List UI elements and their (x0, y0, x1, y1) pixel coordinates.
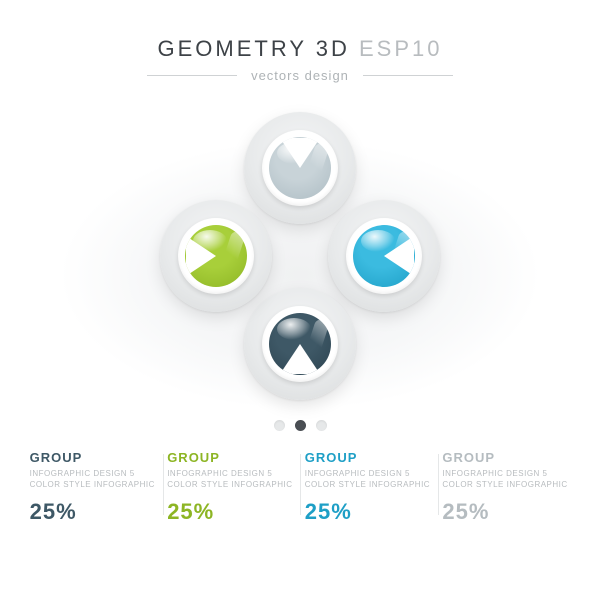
ring (346, 218, 422, 294)
group-title: GROUP (305, 450, 433, 465)
pager-dot[interactable] (274, 420, 285, 431)
orb-top (269, 137, 331, 199)
ring (178, 218, 254, 294)
group-title: GROUP (167, 450, 295, 465)
group-item: GROUP INFOGRAPHIC DESIGN 5 COLOR STYLE I… (167, 450, 295, 525)
disc-bottom (244, 288, 356, 400)
pager-dot[interactable] (316, 420, 327, 431)
orb-left (185, 225, 247, 287)
subtitle-wrap: vectors design (0, 68, 600, 83)
page-title: GEOMETRY 3D ESP10 (0, 36, 600, 62)
ring (262, 306, 338, 382)
divider-line (147, 75, 237, 76)
pager (0, 420, 600, 431)
group-desc: INFOGRAPHIC DESIGN 5 COLOR STYLE INFOGRA… (167, 469, 295, 491)
wedge-icon (384, 236, 414, 276)
wedge-icon (280, 344, 320, 374)
group-value: 25% (442, 499, 570, 525)
infographic-stage (0, 110, 600, 410)
group-title: GROUP (30, 450, 158, 465)
disc-top (244, 112, 356, 224)
wedge-icon (280, 138, 320, 168)
canvas: GEOMETRY 3D ESP10 vectors design (0, 0, 600, 600)
divider-line (363, 75, 453, 76)
title-sub: ESP10 (359, 36, 443, 61)
orb-right (353, 225, 415, 287)
disc-left (160, 200, 272, 312)
orb-bottom (269, 313, 331, 375)
wedge-icon (186, 236, 216, 276)
orb-diamond-layout (160, 120, 440, 400)
ring (262, 130, 338, 206)
groups-row: GROUP INFOGRAPHIC DESIGN 5 COLOR STYLE I… (0, 450, 600, 525)
disc-right (328, 200, 440, 312)
subtitle: vectors design (251, 68, 349, 83)
group-item: GROUP INFOGRAPHIC DESIGN 5 COLOR STYLE I… (30, 450, 158, 525)
group-value: 25% (30, 499, 158, 525)
header: GEOMETRY 3D ESP10 vectors design (0, 0, 600, 83)
group-desc: INFOGRAPHIC DESIGN 5 COLOR STYLE INFOGRA… (442, 469, 570, 491)
group-value: 25% (167, 499, 295, 525)
group-item: GROUP INFOGRAPHIC DESIGN 5 COLOR STYLE I… (305, 450, 433, 525)
pager-dot[interactable] (295, 420, 306, 431)
group-desc: INFOGRAPHIC DESIGN 5 COLOR STYLE INFOGRA… (30, 469, 158, 491)
group-desc: INFOGRAPHIC DESIGN 5 COLOR STYLE INFOGRA… (305, 469, 433, 491)
title-main: GEOMETRY 3D (158, 36, 350, 61)
group-title: GROUP (442, 450, 570, 465)
group-item: GROUP INFOGRAPHIC DESIGN 5 COLOR STYLE I… (442, 450, 570, 525)
group-value: 25% (305, 499, 433, 525)
